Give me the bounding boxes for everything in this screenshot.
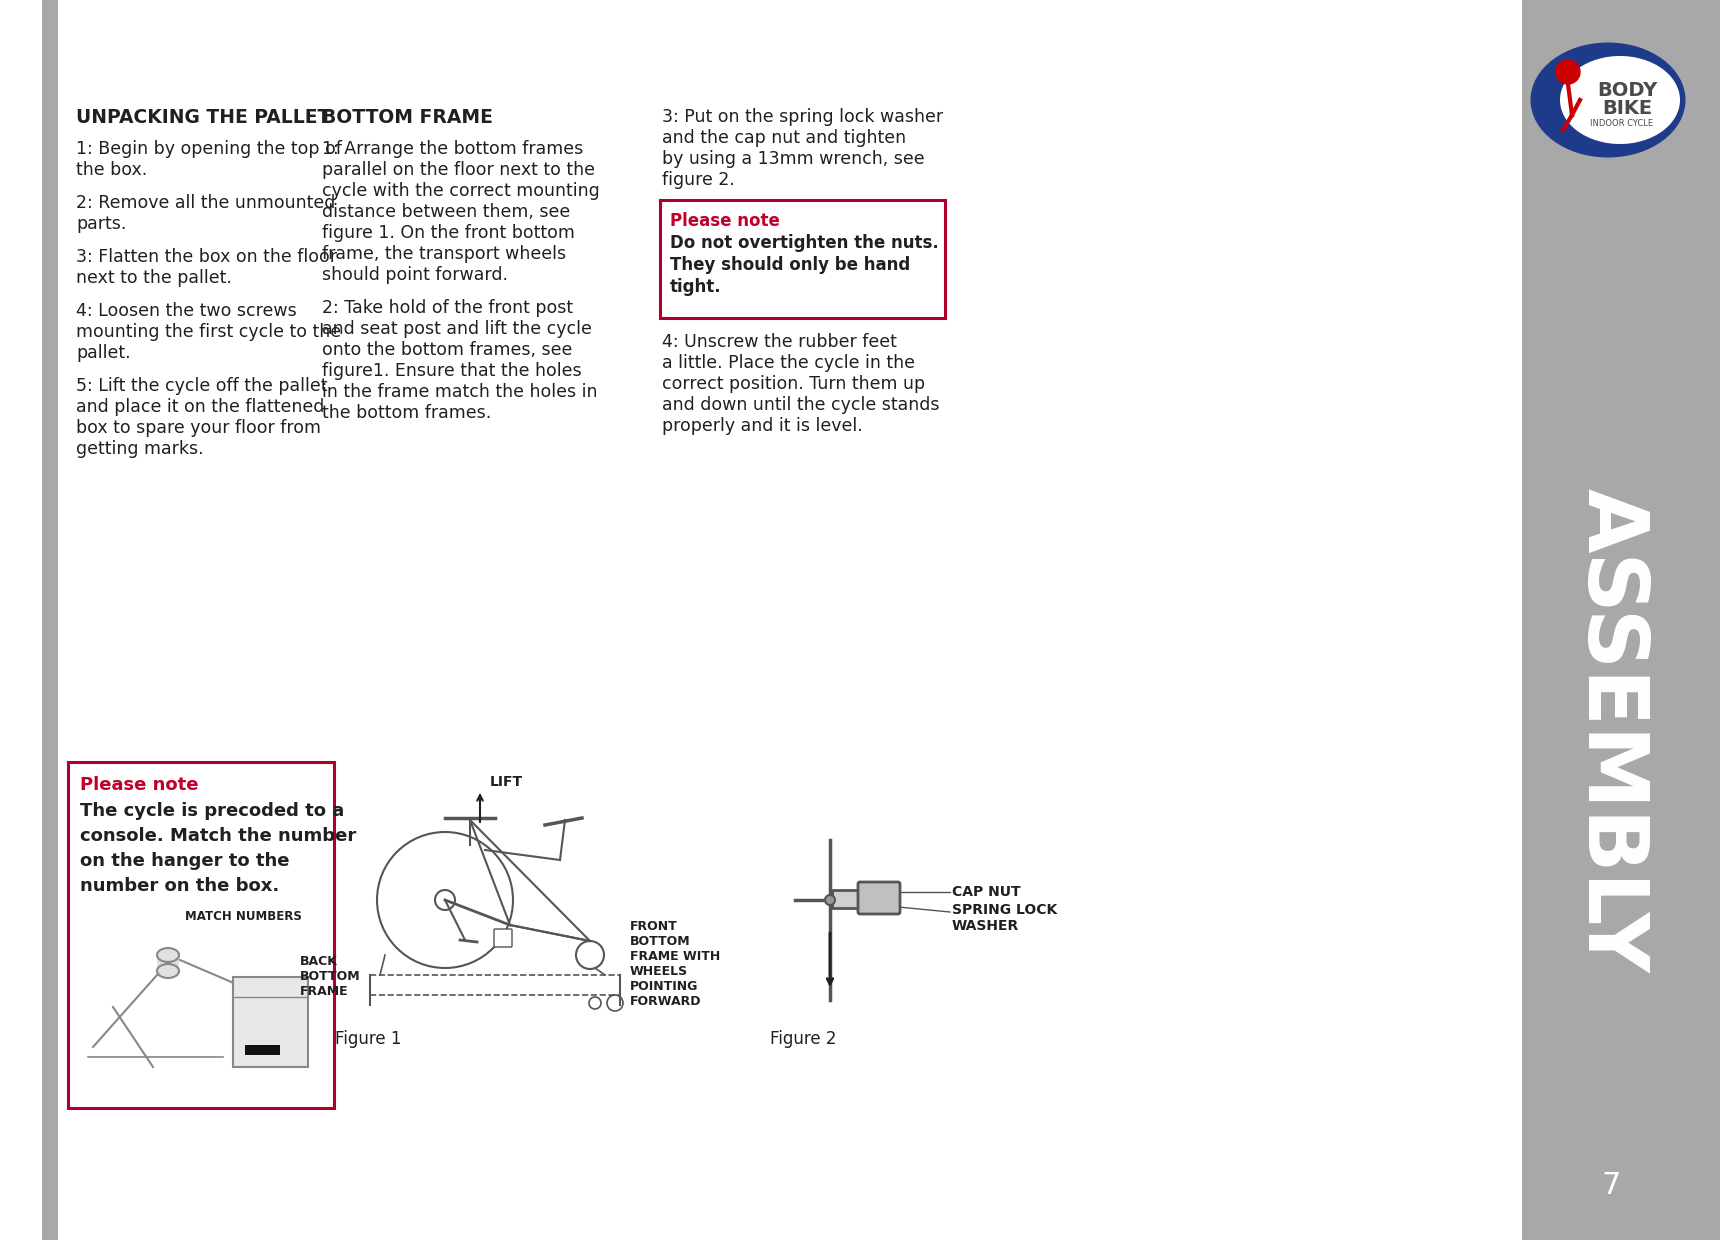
- Text: 4: Unscrew the rubber feet: 4: Unscrew the rubber feet: [662, 334, 896, 351]
- Text: Figure 1: Figure 1: [335, 1030, 401, 1048]
- Text: next to the pallet.: next to the pallet.: [76, 269, 232, 286]
- Text: Do not overtighten the nuts.: Do not overtighten the nuts.: [671, 234, 939, 252]
- Text: Figure 2: Figure 2: [771, 1030, 836, 1048]
- Text: INDOOR CYCLE: INDOOR CYCLE: [1591, 119, 1653, 128]
- Text: LIFT: LIFT: [490, 775, 523, 789]
- Text: pallet.: pallet.: [76, 343, 131, 362]
- Text: box to spare your floor from: box to spare your floor from: [76, 419, 322, 436]
- Text: They should only be hand: They should only be hand: [671, 255, 910, 274]
- Bar: [1522, 0, 1720, 1240]
- Circle shape: [826, 895, 834, 905]
- Text: frame, the transport wheels: frame, the transport wheels: [322, 246, 566, 263]
- Text: on the hanger to the: on the hanger to the: [81, 852, 289, 870]
- Text: 5: Lift the cycle off the pallet: 5: Lift the cycle off the pallet: [76, 377, 327, 396]
- Text: the bottom frames.: the bottom frames.: [322, 404, 492, 422]
- Text: cycle with the correct mounting: cycle with the correct mounting: [322, 182, 600, 200]
- FancyBboxPatch shape: [858, 882, 900, 914]
- Bar: [244, 1045, 280, 1055]
- Text: tight.: tight.: [671, 278, 722, 296]
- Bar: [41, 0, 58, 1240]
- Text: SPRING LOCK
WASHER: SPRING LOCK WASHER: [951, 903, 1058, 934]
- Circle shape: [1557, 60, 1581, 84]
- Text: parts.: parts.: [76, 215, 126, 233]
- Text: MATCH NUMBERS: MATCH NUMBERS: [184, 910, 301, 923]
- Text: mounting the first cycle to the: mounting the first cycle to the: [76, 322, 341, 341]
- FancyBboxPatch shape: [494, 929, 513, 947]
- Text: 7: 7: [1601, 1171, 1620, 1199]
- Text: by using a 13mm wrench, see: by using a 13mm wrench, see: [662, 150, 925, 167]
- Text: 2: Take hold of the front post: 2: Take hold of the front post: [322, 299, 573, 317]
- Text: UNPACKING THE PALLET: UNPACKING THE PALLET: [76, 108, 330, 126]
- Text: figure1. Ensure that the holes: figure1. Ensure that the holes: [322, 362, 581, 379]
- Text: console. Match the number: console. Match the number: [81, 827, 356, 844]
- Text: BACK
BOTTOM
FRAME: BACK BOTTOM FRAME: [299, 955, 361, 998]
- Ellipse shape: [157, 949, 179, 962]
- Text: 3: Flatten the box on the floor: 3: Flatten the box on the floor: [76, 248, 337, 267]
- Text: ASSEMBLY: ASSEMBLY: [1570, 487, 1651, 972]
- Text: CAP NUT: CAP NUT: [951, 885, 1020, 899]
- Text: getting marks.: getting marks.: [76, 440, 203, 458]
- Text: BODY: BODY: [1596, 81, 1656, 99]
- Text: and the cap nut and tighten: and the cap nut and tighten: [662, 129, 906, 148]
- Text: 4: Loosen the two screws: 4: Loosen the two screws: [76, 303, 298, 320]
- Ellipse shape: [1560, 56, 1680, 144]
- Bar: [660, 200, 944, 317]
- Text: FRONT
BOTTOM
FRAME WITH
WHEELS
POINTING
FORWARD: FRONT BOTTOM FRAME WITH WHEELS POINTING …: [630, 920, 721, 1008]
- Text: a little. Place the cycle in the: a little. Place the cycle in the: [662, 353, 915, 372]
- Text: and place it on the flattened: and place it on the flattened: [76, 398, 325, 415]
- Text: the box.: the box.: [76, 161, 148, 179]
- Text: and down until the cycle stands: and down until the cycle stands: [662, 396, 939, 414]
- Text: 1: Arrange the bottom frames: 1: Arrange the bottom frames: [322, 140, 583, 157]
- Text: in the frame match the holes in: in the frame match the holes in: [322, 383, 597, 401]
- Bar: [69, 763, 334, 1109]
- Text: should point forward.: should point forward.: [322, 267, 507, 284]
- Text: parallel on the floor next to the: parallel on the floor next to the: [322, 161, 595, 179]
- Text: 2: Remove all the unmounted: 2: Remove all the unmounted: [76, 193, 335, 212]
- Bar: [157, 955, 179, 971]
- Text: BOTTOM FRAME: BOTTOM FRAME: [322, 108, 494, 126]
- Text: number on the box.: number on the box.: [81, 877, 279, 895]
- Text: Please note: Please note: [671, 212, 779, 229]
- Text: 1: Begin by opening the top of: 1: Begin by opening the top of: [76, 140, 342, 157]
- Bar: [832, 890, 860, 908]
- Bar: [232, 977, 308, 1066]
- Text: properly and it is level.: properly and it is level.: [662, 417, 863, 435]
- Text: and seat post and lift the cycle: and seat post and lift the cycle: [322, 320, 592, 339]
- Text: BIKE: BIKE: [1601, 98, 1653, 118]
- Text: The cycle is precoded to a: The cycle is precoded to a: [81, 802, 344, 820]
- Text: figure 1. On the front bottom: figure 1. On the front bottom: [322, 224, 574, 242]
- Text: 3: Put on the spring lock washer: 3: Put on the spring lock washer: [662, 108, 943, 126]
- Text: Please note: Please note: [81, 776, 198, 794]
- Ellipse shape: [157, 963, 179, 978]
- Text: distance between them, see: distance between them, see: [322, 203, 571, 221]
- Text: figure 2.: figure 2.: [662, 171, 734, 188]
- Ellipse shape: [1531, 42, 1686, 157]
- Text: correct position. Turn them up: correct position. Turn them up: [662, 374, 925, 393]
- Text: onto the bottom frames, see: onto the bottom frames, see: [322, 341, 573, 360]
